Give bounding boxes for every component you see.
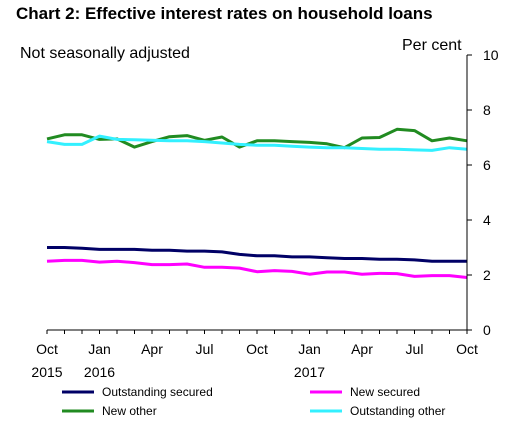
y-axis-unit-label: Per cent: [402, 37, 462, 54]
legend-label-1: New secured: [350, 385, 420, 399]
series-layer: [46, 127, 468, 279]
legend: Outstanding secured New secured New other O…: [62, 385, 445, 418]
y-tick-label: 8: [483, 102, 491, 118]
x-tick-label: Oct: [246, 341, 268, 357]
legend-label-0: Outstanding secured: [102, 385, 213, 399]
x-tick-year-label: 2015: [31, 364, 62, 380]
y-tick-label: 6: [483, 157, 491, 173]
legend-label-3: Outstanding other: [350, 404, 445, 418]
axis-layer: 0 2 4 6 8 10 Oct 2015 Jan 2016 Apr Jul Oct Jan 2017 Apr…: [31, 47, 498, 380]
x-tick-label: Oct: [456, 341, 478, 357]
series-line-1: [46, 258, 468, 279]
x-tick-label: Jul: [196, 341, 214, 357]
chart-title: Chart 2: Effective interest rates on hou…: [16, 4, 433, 23]
y-tick-label: 4: [483, 212, 491, 228]
x-tick-label: Apr: [141, 341, 163, 357]
y-tick-label: 2: [483, 267, 491, 283]
chart-subtitle: Not seasonally adjusted: [20, 45, 190, 62]
x-tick-label: Jan: [88, 341, 111, 357]
y-tick-label: 0: [483, 322, 491, 338]
x-tick-label: Jan: [298, 341, 321, 357]
y-tick-label: 10: [483, 47, 499, 63]
legend-label-2: New other: [102, 404, 157, 418]
x-tick-label: Apr: [351, 341, 373, 357]
series-line-0: [47, 246, 467, 263]
x-tick-label: Jul: [406, 341, 424, 357]
x-tick-label: Oct: [36, 341, 58, 357]
x-tick-year-label: 2016: [84, 364, 115, 380]
series-line-3: [46, 134, 468, 152]
x-tick-year-label: 2017: [294, 364, 325, 380]
